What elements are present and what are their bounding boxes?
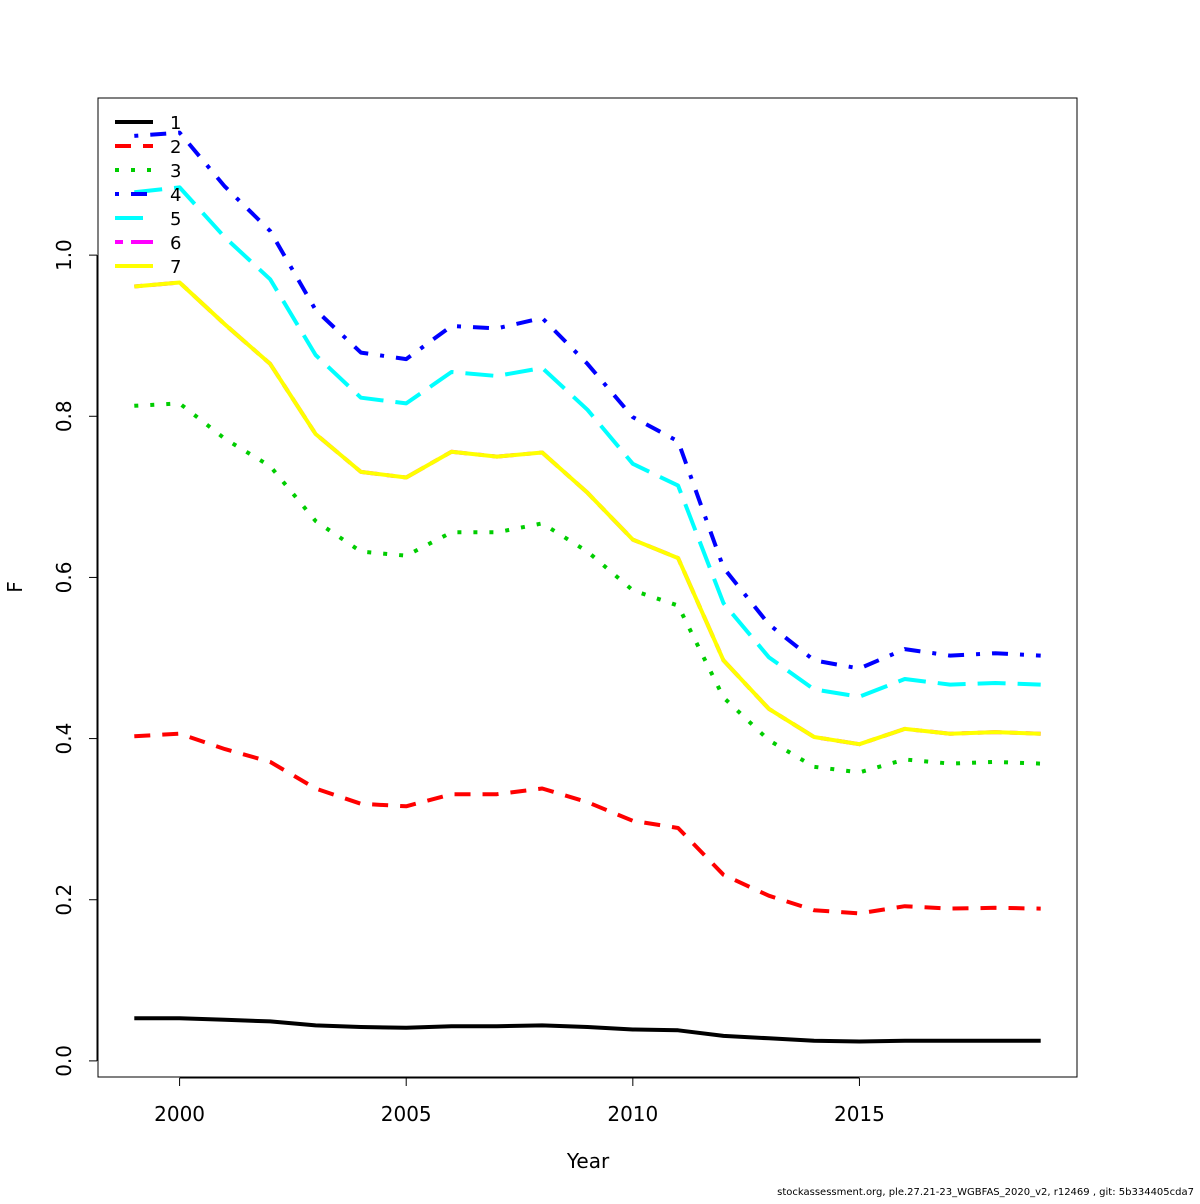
series-line-6 xyxy=(134,280,1041,747)
y-tick-label: 0.4 xyxy=(52,723,76,755)
legend-label-5: 5 xyxy=(170,209,181,230)
series-line-1 xyxy=(134,1016,1041,1044)
y-tick-label: 0.2 xyxy=(52,884,76,916)
series-line-7 xyxy=(134,280,1041,747)
x-axis-title: Year xyxy=(566,1149,610,1173)
legend: 1 2 3 4 5 6 7 xyxy=(115,113,181,278)
plot-frame xyxy=(97,97,1078,1078)
y-tick-label: 0.0 xyxy=(52,1045,76,1077)
legend-label-2: 2 xyxy=(170,137,181,158)
legend-label-4: 4 xyxy=(170,185,181,206)
axes-layer: 2000 2005 2010 2015 0.0 0.2 0.4 0.6 0.8 1.0 xyxy=(52,239,885,1126)
series-line-3 xyxy=(134,401,1041,775)
y-tick-label: 1.0 xyxy=(52,239,76,271)
x-tick-label: 2000 xyxy=(154,1102,205,1126)
y-tick-label: 0.8 xyxy=(52,400,76,432)
series-line-4 xyxy=(134,130,1041,671)
legend-label-7: 7 xyxy=(170,257,181,278)
series-line-2 xyxy=(134,731,1041,916)
legend-label-3: 3 xyxy=(170,161,181,182)
x-tick-label: 2015 xyxy=(834,1102,885,1126)
y-axis-title: F xyxy=(3,581,27,593)
y-tick-label: 0.6 xyxy=(52,562,76,594)
x-tick-label: 2010 xyxy=(607,1102,658,1126)
series-line-5 xyxy=(134,185,1041,699)
footer-note: stockassessment.org, ple.27.21-23_WGBFAS… xyxy=(777,1187,1194,1198)
x-tick-label: 2005 xyxy=(381,1102,432,1126)
legend-label-6: 6 xyxy=(170,233,181,254)
legend-label-1: 1 xyxy=(170,113,181,134)
series-layer xyxy=(134,130,1041,1044)
